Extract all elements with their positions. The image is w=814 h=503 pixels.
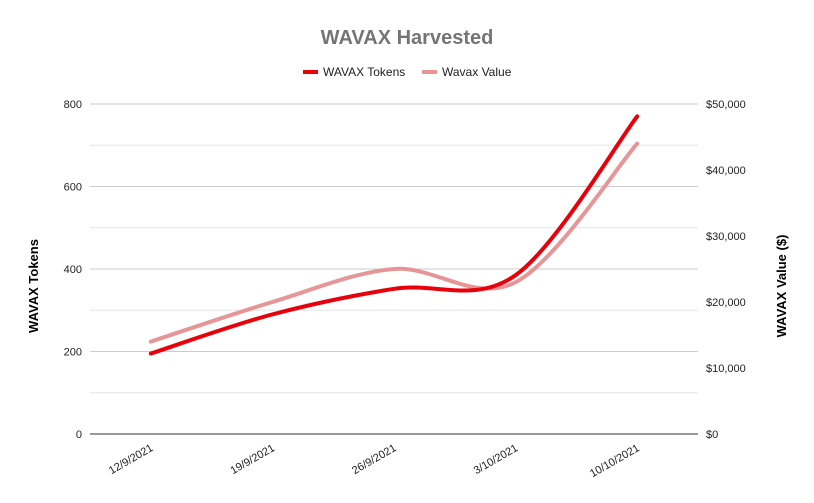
left-tick-label: 200	[64, 347, 82, 359]
x-tick-label: 12/9/2021	[107, 442, 155, 477]
x-tick-label: 3/10/2021	[472, 442, 520, 477]
right-tick-label: $30,000	[706, 231, 746, 243]
series-line-wavax-tokens	[148, 114, 640, 356]
x-axis-ticks: 12/9/2021 19/9/2021 26/9/2021 3/10/2021 10/1…	[107, 442, 642, 480]
chart-title: WAVAX Harvested	[321, 27, 494, 49]
right-tick-label: $40,000	[706, 165, 746, 177]
right-axis-title: WAVAX Value ($)	[774, 235, 789, 338]
left-tick-label: 400	[64, 264, 82, 276]
left-tick-label: 600	[64, 182, 82, 194]
right-tick-label: $10,000	[706, 363, 746, 375]
series-line-wavax-value	[148, 141, 640, 344]
right-tick-label: $0	[706, 429, 718, 441]
left-axis-title: WAVAX Tokens	[26, 239, 41, 333]
right-tick-label: $50,000	[706, 99, 746, 111]
gridlines	[90, 103, 698, 435]
legend-label-wavax-value: Wavax Value	[442, 65, 512, 79]
x-tick-label: 26/9/2021	[350, 442, 398, 477]
left-axis-ticks: 0 200 400 600 800	[64, 99, 82, 441]
x-tick-label: 19/9/2021	[229, 442, 277, 477]
x-tick-label: 10/10/2021	[588, 442, 642, 480]
right-tick-label: $20,000	[706, 297, 746, 309]
left-tick-label: 800	[64, 99, 82, 111]
legend-label-wavax-tokens: WAVAX Tokens	[323, 65, 405, 79]
series-lines	[148, 114, 640, 356]
left-tick-label: 0	[76, 429, 82, 441]
right-axis-ticks: $0 $10,000 $20,000 $30,000 $40,000 $50,000	[706, 99, 746, 441]
legend: WAVAX Tokens Wavax Value	[303, 65, 512, 79]
